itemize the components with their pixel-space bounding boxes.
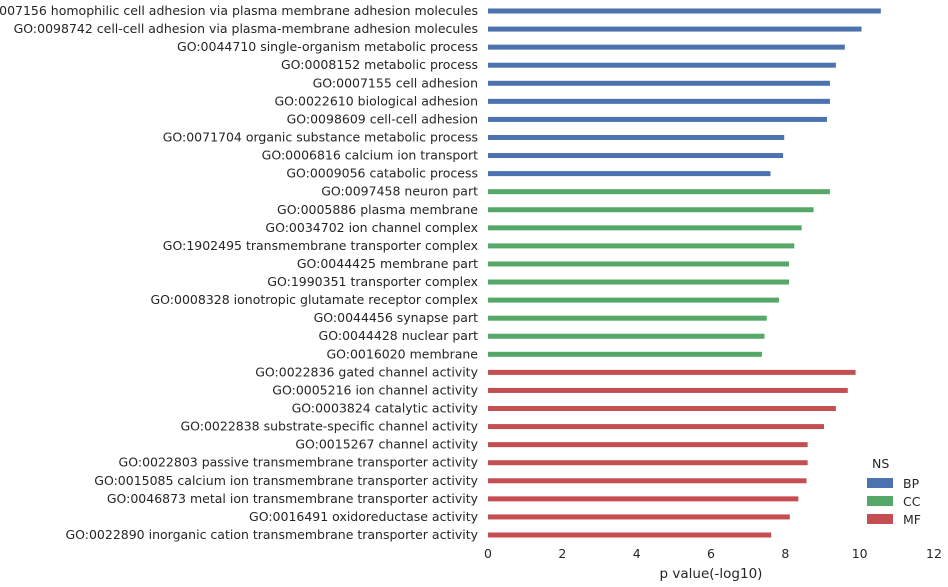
category-label: GO:0007156 homophilic cell adhesion via … [0,3,478,18]
category-label: GO:0098742 cell-cell adhesion via plasma… [14,21,478,36]
category-label: GO:0015085 calcium ion transmembrane tra… [94,473,478,488]
bar [488,207,814,213]
category-label: GO:0046873 metal ion transmembrane trans… [107,491,479,506]
category-label: GO:0005216 ion channel activity [272,382,478,397]
x-tick-label: 12 [926,546,942,561]
category-label: GO:0022838 substrate-specific channel ac… [180,419,478,434]
category-label: GO:0044456 synapse part [314,310,478,325]
category-label: GO:0071704 organic substance metabolic p… [163,129,478,144]
bar [488,8,881,14]
category-label: GO:0016020 membrane [326,346,478,361]
legend-label: BP [903,476,920,491]
bar [488,98,830,104]
bar [488,496,799,502]
category-label: GO:0044428 nuclear part [319,328,479,343]
legend-title: NS [872,456,889,471]
bar [488,171,771,177]
bar [488,351,762,357]
category-label: GO:0008152 metabolic process [281,57,478,72]
bar [488,532,772,538]
category-label: GO:0008328 ionotropic glutamate receptor… [151,292,479,307]
bar [488,514,790,520]
bar [488,369,856,375]
legend-swatch [867,478,893,488]
bar [488,315,767,321]
legend-label: MF [903,512,921,527]
x-tick-label: 4 [633,546,641,561]
bar [488,478,807,484]
bar [488,26,862,32]
x-tick-label: 10 [852,546,868,561]
category-label: GO:0005886 plasma membrane [277,202,478,217]
category-labels: GO:0007156 homophilic cell adhesion via … [0,3,479,542]
category-label: GO:0044710 single-organism metabolic pro… [177,39,478,54]
x-axis-ticks: 0 2 4 6 8 10 12 [484,546,942,561]
category-label: GO:0016491 oxidoreductase activity [249,509,479,524]
x-tick-label: 8 [781,546,789,561]
category-label: GO:0006816 calcium ion transport [262,148,478,163]
legend-swatch [867,496,893,506]
category-label: GO:0098609 cell-cell adhesion [287,111,478,126]
bar [488,333,765,339]
bar [488,279,790,285]
category-label: GO:1990351 transporter complex [267,274,478,289]
bar [488,189,830,195]
bar [488,44,845,50]
category-label: GO:0022890 inorganic cation transmembran… [65,527,478,542]
bar [488,406,836,412]
category-label: GO:0015267 channel activity [295,437,478,452]
category-label: GO:0007155 cell adhesion [313,75,478,90]
x-tick-label: 6 [707,546,715,561]
x-tick-label: 2 [558,546,566,561]
x-axis-label: p value(-log10) [660,566,763,582]
legend-label: CC [903,494,921,509]
bar [488,153,784,159]
category-label: GO:0044425 membrane part [297,256,478,271]
category-label: GO:0003824 catalytic activity [292,401,479,416]
legend: NS BP CC MF [867,456,921,527]
bar [488,80,830,86]
category-label: GO:0097458 neuron part [321,184,478,199]
category-label: GO:1902495 transmembrane transporter com… [163,238,478,253]
bar [488,460,808,466]
category-label: GO:0022836 gated channel activity [255,364,478,379]
x-tick-label: 0 [484,546,492,561]
category-label: GO:0009056 catabolic process [286,166,478,181]
bar [488,297,780,303]
bar [488,387,848,393]
category-label: GO:0022803 passive transmembrane transpo… [119,455,479,470]
bar [488,261,790,267]
bars-group [488,8,881,538]
bar [488,424,824,430]
bar [488,243,795,249]
bar [488,225,802,231]
bar [488,116,827,122]
bar [488,62,836,68]
bar [488,442,808,448]
category-label: GO:0022610 biological adhesion [275,93,479,108]
legend-swatch [867,514,893,524]
bar [488,134,785,140]
category-label: GO:0034702 ion channel complex [265,220,478,235]
